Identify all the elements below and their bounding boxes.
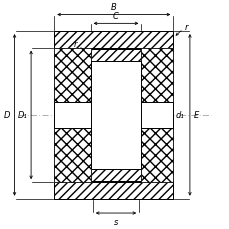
Text: D₁: D₁ — [18, 111, 28, 120]
Bar — [90, 49, 141, 62]
Text: C: C — [113, 12, 118, 21]
Text: r: r — [74, 40, 77, 49]
Bar — [141, 128, 173, 182]
Text: r: r — [184, 23, 187, 32]
Bar — [141, 48, 173, 102]
Bar — [90, 169, 141, 181]
Bar — [54, 182, 173, 199]
Text: d₁: d₁ — [175, 111, 183, 120]
Bar — [54, 128, 90, 182]
Bar — [90, 62, 141, 169]
Text: d: d — [162, 111, 167, 120]
Bar — [54, 32, 173, 48]
Bar — [54, 102, 173, 128]
Text: B: B — [110, 3, 116, 11]
Text: D: D — [4, 111, 11, 120]
Bar — [54, 48, 90, 102]
Text: E: E — [193, 111, 198, 120]
Text: s: s — [113, 217, 118, 226]
